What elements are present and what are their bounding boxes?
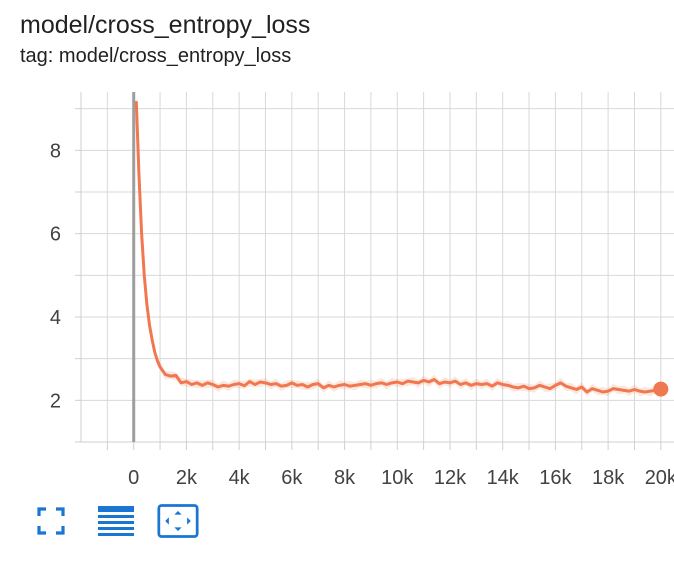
x-tick-label: 8k <box>334 467 356 489</box>
data-table-icon <box>98 506 134 536</box>
x-tick-label: 16k <box>539 467 572 489</box>
toggle-data-table-button[interactable] <box>95 503 137 539</box>
x-tick-label: 4k <box>229 467 251 489</box>
fit-domain-button[interactable] <box>157 503 199 539</box>
y-tick-label: 2 <box>50 390 61 412</box>
chart-tag: tag: model/cross_entropy_loss <box>20 45 292 67</box>
x-tick-label: 10k <box>381 467 414 489</box>
x-tick-label: 20k <box>645 467 674 489</box>
fullscreen-button[interactable] <box>30 503 72 539</box>
x-tick-label: 14k <box>487 467 520 489</box>
chart-title: model/cross_entropy_loss <box>20 11 311 39</box>
y-tick-label: 4 <box>50 307 61 329</box>
fit-to-data-icon <box>157 504 199 538</box>
fullscreen-icon <box>37 507 65 535</box>
x-tick-label: 6k <box>281 467 303 489</box>
line-chart[interactable]: 0 2k 4k 6k 8k 10k 12k 14k 16k 18k 20k 2 4 6 8 <box>0 0 674 500</box>
x-tick-label: 18k <box>592 467 625 489</box>
series-line <box>134 100 663 394</box>
y-tick-label: 8 <box>50 140 61 162</box>
last-point-marker <box>653 381 669 397</box>
x-tick-label: 12k <box>434 467 467 489</box>
x-tick-label: 0 <box>128 467 139 489</box>
x-tick-label: 2k <box>176 467 198 489</box>
y-tick-label: 6 <box>50 224 61 246</box>
